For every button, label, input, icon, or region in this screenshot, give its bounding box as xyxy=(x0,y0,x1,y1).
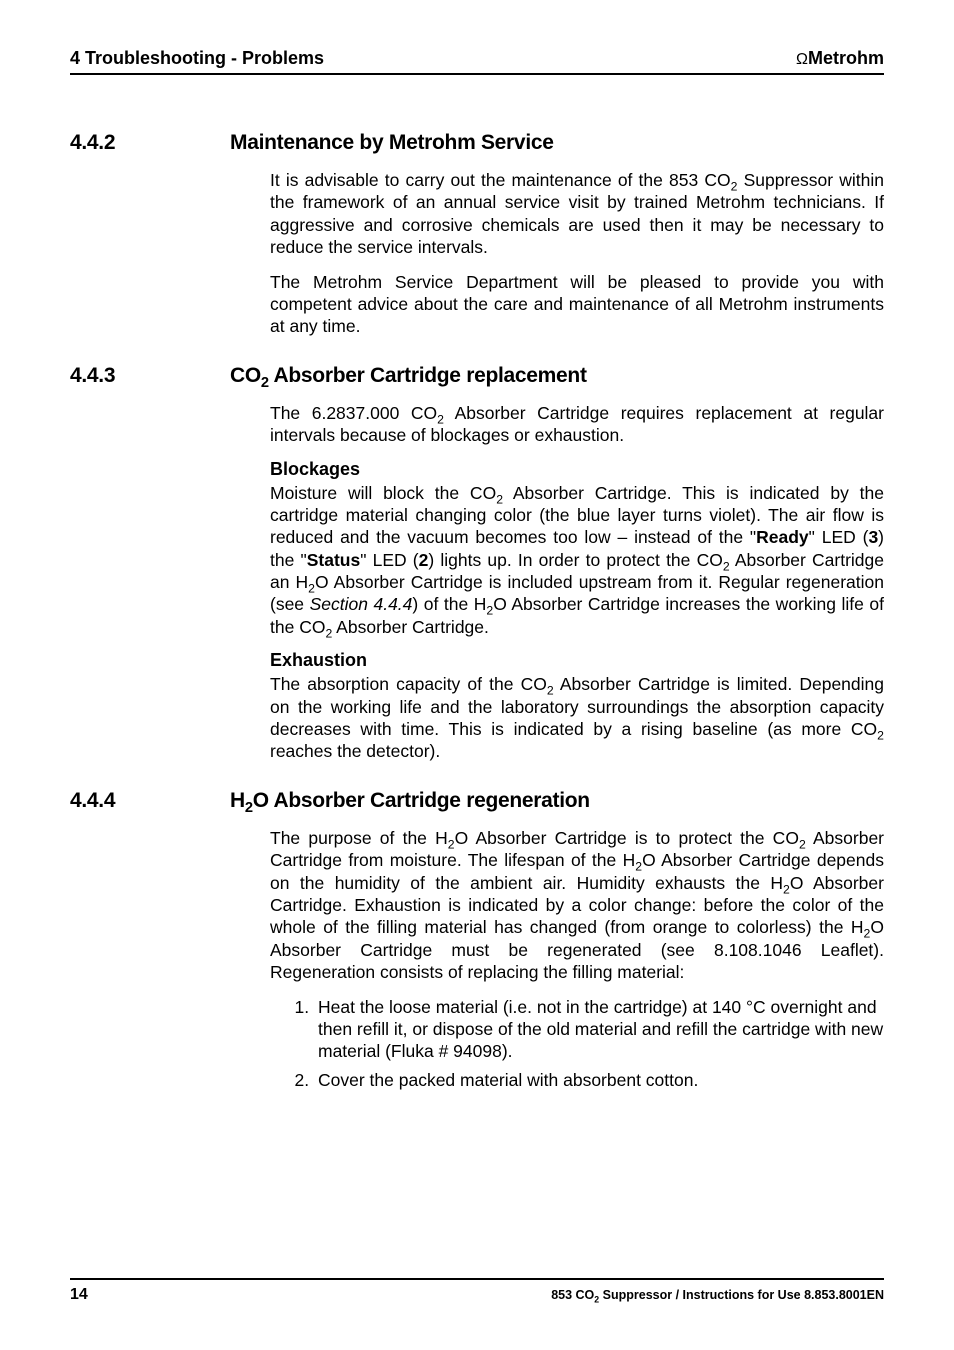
footer-doc-id: 853 CO2 Suppressor / Instructions for Us… xyxy=(551,1288,884,1302)
section-443: 4.4.3 CO2 Absorber Cartridge replacement… xyxy=(70,364,884,763)
text: The 6.2837.000 CO xyxy=(270,403,437,423)
logo-text: Metrohm xyxy=(808,48,884,68)
subheading-blockages: Blockages xyxy=(270,459,884,480)
paragraph: It is advisable to carry out the mainten… xyxy=(270,169,884,259)
section-body: It is advisable to carry out the mainten… xyxy=(270,169,884,338)
section-heading: 4.4.2 Maintenance by Metrohm Service xyxy=(70,131,884,155)
subscript: 2 xyxy=(547,684,554,698)
section-body: The 6.2837.000 CO2 Absorber Cartridge re… xyxy=(270,402,884,763)
led-ref-2: 2 xyxy=(419,550,429,570)
section-title: Maintenance by Metrohm Service xyxy=(230,131,554,155)
step-item: Cover the packed material with absorbent… xyxy=(314,1069,884,1091)
led-ready-label: Ready xyxy=(756,527,809,547)
paragraph: The absorption capacity of the CO2 Absor… xyxy=(270,673,884,763)
text: CO xyxy=(230,364,261,387)
text: Absorber Cartridge. xyxy=(332,617,489,637)
header-chapter: 4 Troubleshooting - Problems xyxy=(70,48,324,69)
section-number: 4.4.3 xyxy=(70,364,230,388)
text: ) of the H xyxy=(412,594,486,614)
subscript: 2 xyxy=(877,729,884,743)
text: " LED ( xyxy=(360,550,418,570)
page-number: 14 xyxy=(70,1286,88,1304)
paragraph: Moisture will block the CO2 Absorber Car… xyxy=(270,482,884,639)
text: The purpose of the H xyxy=(270,828,448,848)
text: H xyxy=(230,789,245,812)
page-header: 4 Troubleshooting - Problems ΩMetrohm xyxy=(70,48,884,75)
section-442: 4.4.2 Maintenance by Metrohm Service It … xyxy=(70,131,884,338)
section-title: CO2 Absorber Cartridge replacement xyxy=(230,364,587,388)
text: " LED ( xyxy=(809,527,869,547)
logo-omega-icon: Ω xyxy=(796,51,808,68)
led-ref-3: 3 xyxy=(868,527,878,547)
steps-list: Heat the loose material (i.e. not in the… xyxy=(270,996,884,1092)
section-number: 4.4.2 xyxy=(70,131,230,155)
led-status-label: Status xyxy=(307,550,360,570)
text: Moisture will block the CO xyxy=(270,483,496,503)
header-logo: ΩMetrohm xyxy=(796,48,884,69)
text: Suppressor / Instructions for Use 8.853.… xyxy=(599,1288,884,1302)
step-item: Heat the loose material (i.e. not in the… xyxy=(314,996,884,1063)
paragraph: The purpose of the H 2 O Absorber Cartridg… xyxy=(270,827,884,984)
text: O Absorber Cartridge is to protect the C… xyxy=(455,828,799,848)
section-444: 4.4.4 H2O Absorber Cartridge regeneratio… xyxy=(70,789,884,1091)
subheading-exhaustion: Exhaustion xyxy=(270,650,884,671)
page-footer: 14 853 CO2 Suppressor / Instructions for… xyxy=(70,1278,884,1304)
text: reaches the detector). xyxy=(270,741,440,761)
page-container: 4 Troubleshooting - Problems ΩMetrohm 4.… xyxy=(0,0,954,1350)
section-heading: 4.4.3 CO2 Absorber Cartridge replacement xyxy=(70,364,884,388)
section-ref: Section 4.4.4 xyxy=(310,594,413,614)
subscript: 2 xyxy=(496,492,503,506)
section-heading: 4.4.4 H2O Absorber Cartridge regeneratio… xyxy=(70,789,884,813)
section-number: 4.4.4 xyxy=(70,789,230,813)
text: O Absorber Cartridge regeneration xyxy=(253,789,590,812)
text: It is advisable to carry out the mainten… xyxy=(270,170,731,190)
section-title: H2O Absorber Cartridge regeneration xyxy=(230,789,590,813)
text: ) lights up. In order to protect the CO xyxy=(428,550,722,570)
subscript: 2 xyxy=(783,882,790,896)
subscript: 2 xyxy=(261,375,269,391)
subscript: 2 xyxy=(245,800,253,816)
paragraph: The 6.2837.000 CO2 Absorber Cartridge re… xyxy=(270,402,884,447)
section-body: The purpose of the H 2 O Absorber Cartridg… xyxy=(270,827,884,1091)
text: 853 CO xyxy=(551,1288,594,1302)
text: Absorber Cartridge replacement xyxy=(269,364,587,387)
text: The absorption capacity of the CO xyxy=(270,674,547,694)
paragraph: The Metrohm Service Department will be p… xyxy=(270,271,884,338)
